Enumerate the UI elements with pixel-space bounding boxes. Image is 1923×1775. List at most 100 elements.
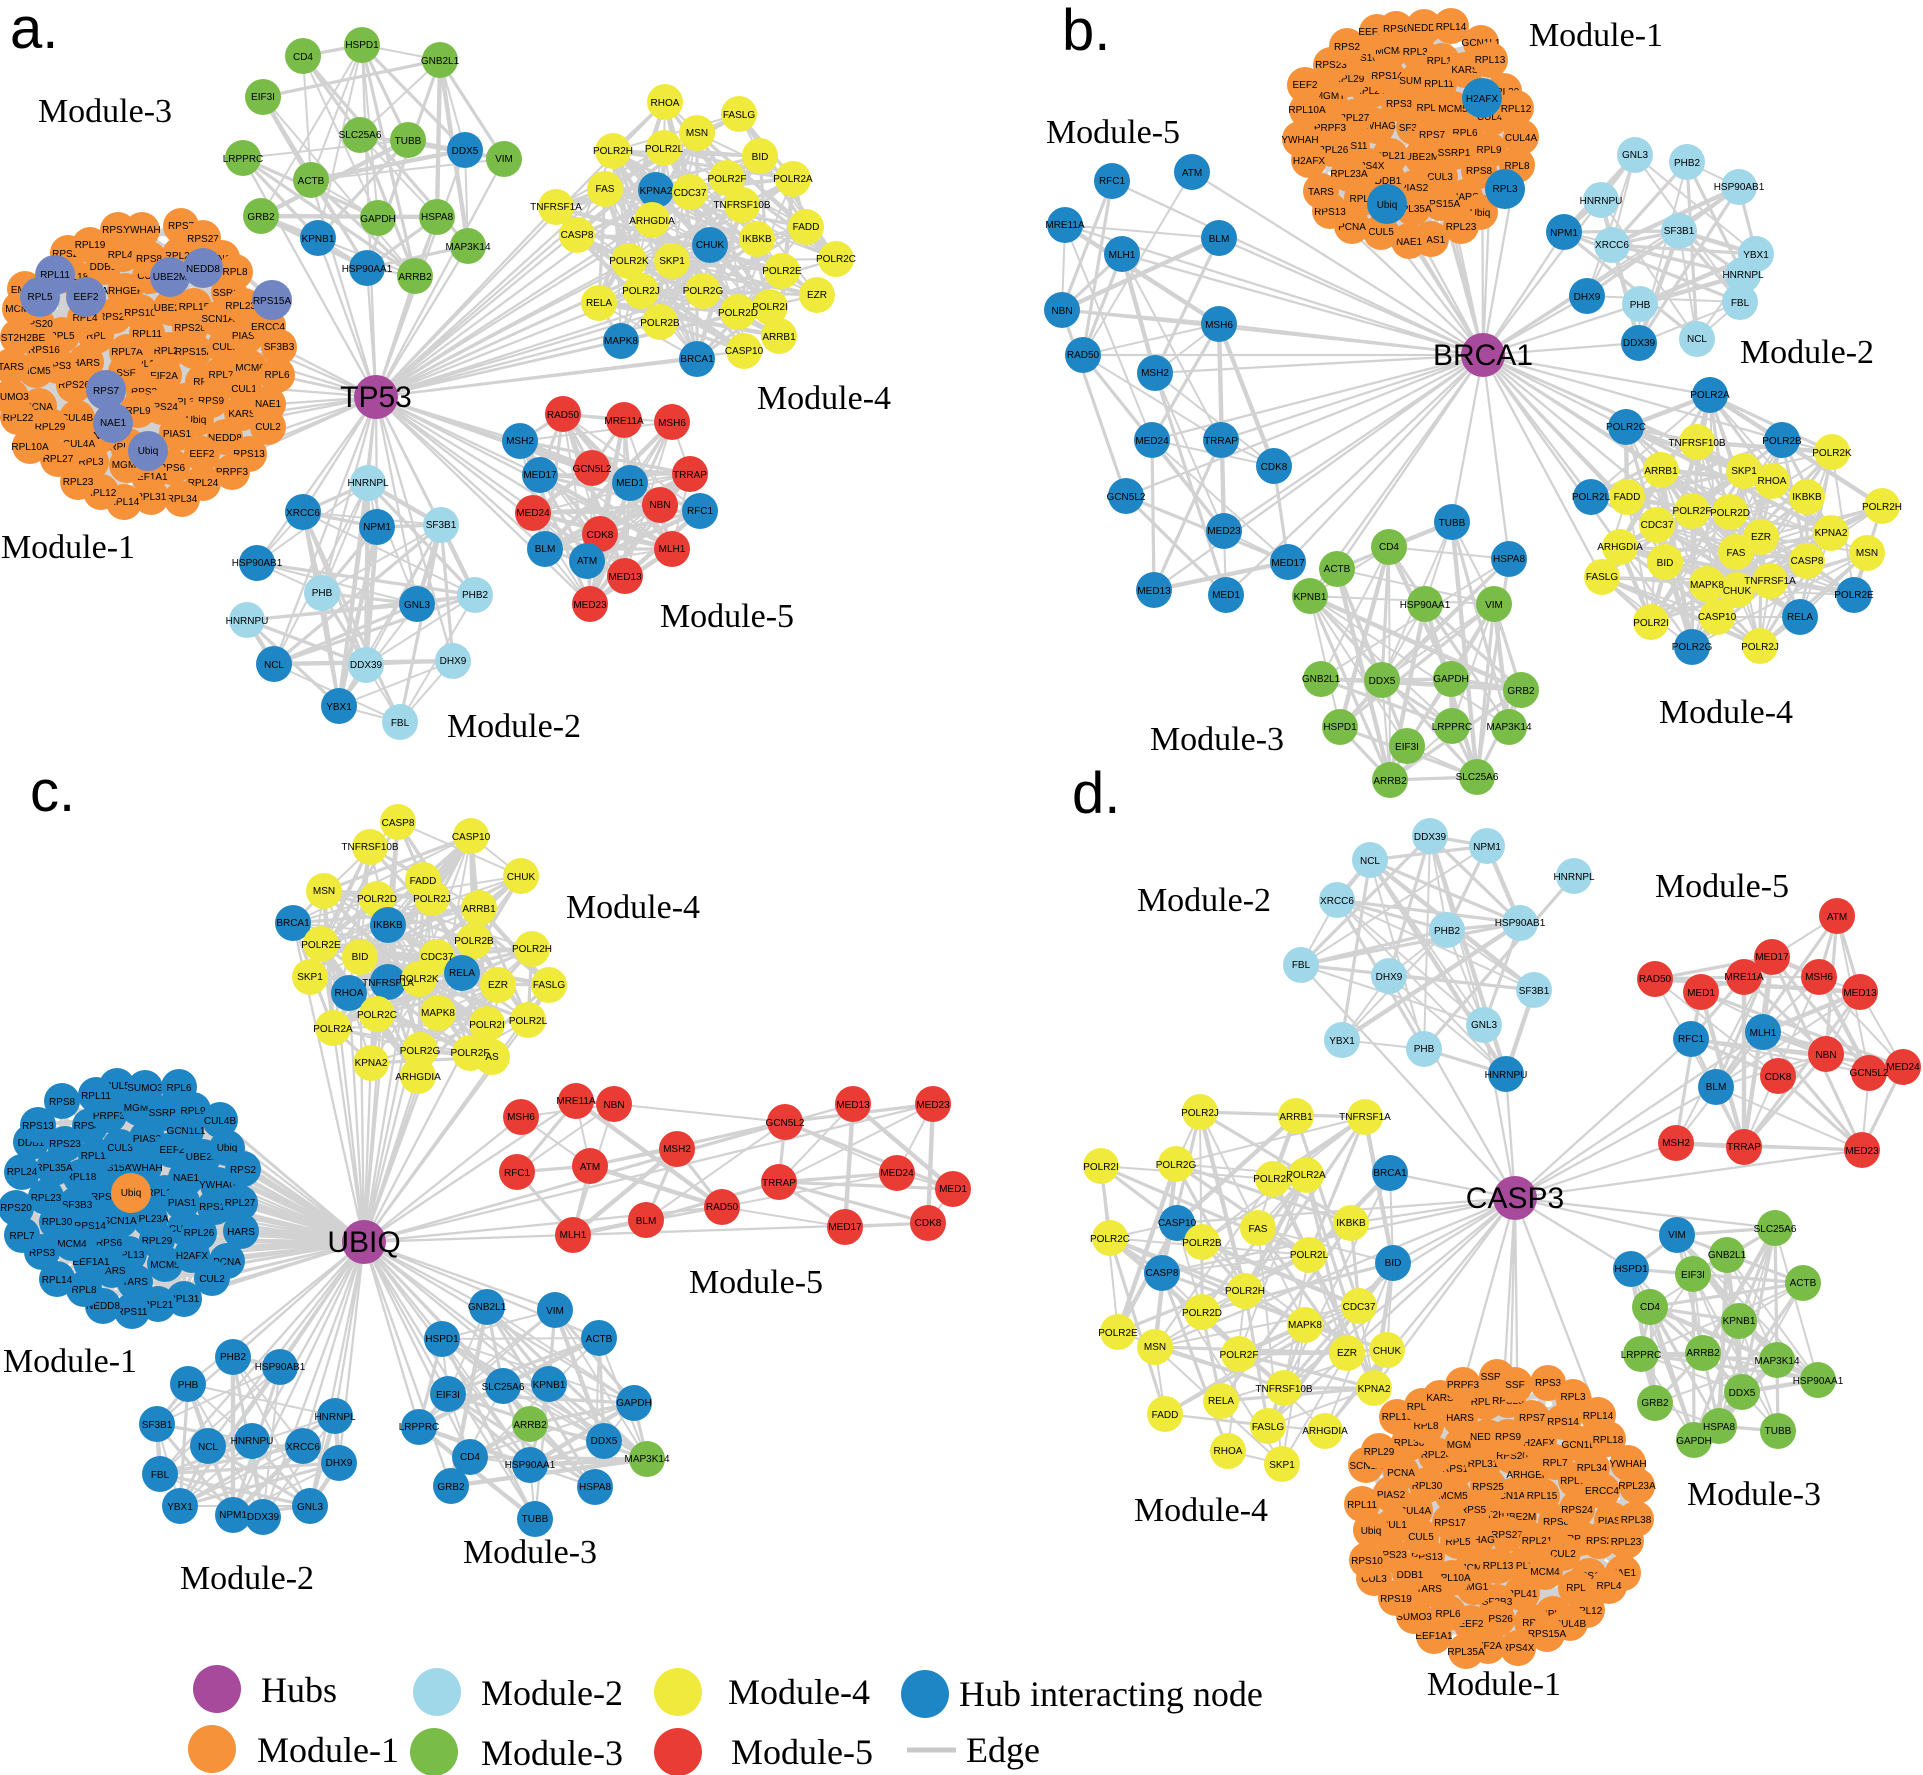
svg-text:DDX5: DDX5: [591, 1436, 618, 1447]
svg-text:KPNB1: KPNB1: [302, 234, 335, 245]
svg-text:SF3B1: SF3B1: [142, 1420, 173, 1431]
svg-text:KPNB1: KPNB1: [1723, 1316, 1756, 1327]
svg-text:RPL11: RPL11: [40, 270, 70, 281]
svg-text:SSF: SSF: [1505, 1380, 1524, 1391]
svg-text:HSP90AA1: HSP90AA1: [1793, 1376, 1844, 1387]
svg-text:MAP3K14: MAP3K14: [624, 1454, 669, 1465]
svg-text:MSH2: MSH2: [1662, 1138, 1690, 1149]
svg-text:IKBKB: IKBKB: [373, 920, 403, 931]
svg-text:MSN: MSN: [313, 886, 335, 897]
svg-text:NEDD8: NEDD8: [1407, 23, 1441, 34]
svg-text:SKP1: SKP1: [297, 972, 323, 983]
svg-text:KPNB1: KPNB1: [533, 1380, 566, 1391]
svg-text:SUMO3: SUMO3: [0, 392, 29, 403]
svg-text:PIAS1: PIAS1: [168, 1198, 197, 1209]
svg-text:MRE11A: MRE11A: [1724, 972, 1764, 983]
svg-text:BLM: BLM: [1706, 1082, 1727, 1093]
svg-text:FBL: FBL: [151, 1470, 170, 1481]
svg-text:Module-1: Module-1: [1529, 17, 1663, 54]
svg-text:RPS7: RPS7: [91, 1192, 118, 1203]
svg-text:MCM6: MCM6: [235, 363, 265, 374]
svg-text:YBX1: YBX1: [1743, 250, 1769, 261]
svg-text:RPS20: RPS20: [0, 1203, 32, 1214]
svg-text:POLR2A: POLR2A: [773, 174, 813, 185]
svg-text:SF3B1: SF3B1: [1519, 986, 1550, 997]
svg-text:BID: BID: [1385, 1258, 1402, 1269]
svg-text:HIST2H2BE: HIST2H2BE: [0, 333, 46, 344]
svg-text:RHOA: RHOA: [1758, 476, 1787, 487]
svg-text:RPL35A: RPL35A: [35, 1163, 73, 1174]
svg-text:Module-2: Module-2: [447, 708, 581, 745]
svg-text:RAD50: RAD50: [1067, 350, 1100, 361]
svg-text:POLR2B: POLR2B: [640, 318, 680, 329]
svg-text:Module-2: Module-2: [1740, 334, 1874, 371]
svg-text:DHX9: DHX9: [1376, 972, 1403, 983]
svg-text:RPL23A: RPL23A: [1330, 169, 1368, 180]
svg-text:RPS3: RPS3: [29, 1248, 56, 1259]
svg-text:RPS15A: RPS15A: [175, 347, 214, 358]
svg-text:RPL6: RPL6: [264, 370, 289, 381]
svg-text:RPL27: RPL27: [225, 1198, 256, 1209]
svg-text:YWHAH: YWHAH: [1609, 1459, 1646, 1470]
svg-text:MGMT: MGMT: [112, 460, 143, 471]
svg-text:ARHGEF4: ARHGEF4: [101, 286, 149, 297]
svg-text:RPL10A: RPL10A: [11, 442, 49, 453]
svg-text:RPL5: RPL5: [27, 292, 52, 303]
svg-text:RPL22: RPL22: [3, 413, 34, 424]
svg-text:RPL23: RPL23: [63, 477, 94, 488]
svg-text:IKBKB: IKBKB: [1792, 492, 1822, 503]
svg-text:RPS15A: RPS15A: [1528, 1629, 1567, 1640]
svg-text:RPS3: RPS3: [45, 361, 72, 372]
svg-text:Module-5: Module-5: [1046, 114, 1180, 151]
svg-text:MRE11A: MRE11A: [604, 416, 644, 427]
svg-text:POLR2K: POLR2K: [1253, 1174, 1293, 1185]
svg-text:GNL3: GNL3: [404, 600, 431, 611]
svg-text:DDB1: DDB1: [1375, 176, 1402, 187]
svg-text:PCNA: PCNA: [1387, 1468, 1415, 1479]
svg-text:TNFRSF10B: TNFRSF10B: [1255, 1384, 1313, 1395]
svg-text:HARS: HARS: [227, 1227, 255, 1238]
svg-text:ARHGEF4: ARHGEF4: [1506, 1470, 1554, 1481]
svg-text:PRPF3: PRPF3: [216, 467, 249, 478]
svg-text:LRPPRC: LRPPRC: [223, 154, 264, 165]
svg-text:POLR2D: POLR2D: [1710, 508, 1750, 519]
svg-text:HSP90AB1: HSP90AB1: [1714, 182, 1765, 193]
svg-text:MSH2: MSH2: [506, 436, 534, 447]
svg-text:GCN5L2: GCN5L2: [1107, 492, 1146, 503]
svg-text:RPL35A: RPL35A: [1394, 204, 1432, 215]
svg-text:POLR2L: POLR2L: [645, 144, 684, 155]
svg-text:GNB2L1: GNB2L1: [1302, 674, 1341, 685]
svg-text:HNRNPL: HNRNPL: [314, 1412, 356, 1423]
svg-text:H2AFX: H2AFX: [1293, 156, 1326, 167]
svg-text:MLH1: MLH1: [659, 544, 686, 555]
svg-text:RPL10A: RPL10A: [146, 1188, 184, 1199]
svg-text:PHB2: PHB2: [220, 1352, 247, 1363]
svg-text:FADD: FADD: [793, 222, 820, 233]
svg-text:CASP8: CASP8: [561, 230, 594, 241]
svg-text:RPS4X: RPS4X: [74, 1121, 107, 1132]
svg-text:YWHAH: YWHAH: [125, 1163, 162, 1174]
svg-text:DDB1: DDB1: [1397, 1570, 1424, 1581]
svg-text:TRRAP: TRRAP: [1727, 1142, 1761, 1153]
svg-text:KARS: KARS: [98, 1266, 126, 1277]
svg-text:RPL21: RPL21: [1375, 151, 1406, 162]
svg-text:EEF1A1: EEF1A1: [1415, 1631, 1453, 1642]
svg-text:CDC37: CDC37: [674, 188, 707, 199]
svg-text:RPS13: RPS13: [233, 449, 265, 460]
svg-text:RPS23: RPS23: [49, 1139, 81, 1150]
svg-text:TNFRSF10B: TNFRSF10B: [713, 200, 771, 211]
svg-text:POLR2G: POLR2G: [400, 1046, 441, 1057]
svg-text:SF3B3: SF3B3: [62, 1200, 93, 1211]
svg-text:RHOA: RHOA: [335, 988, 364, 999]
svg-text:MSN: MSN: [1144, 1342, 1166, 1353]
svg-text:YWHAG: YWHAG: [1457, 1535, 1495, 1546]
svg-text:RPL23A: RPL23A: [225, 301, 263, 312]
svg-text:CASP10: CASP10: [1158, 1218, 1197, 1229]
svg-text:MRE11A: MRE11A: [1045, 220, 1085, 231]
svg-text:EEF2: EEF2: [1292, 80, 1317, 91]
svg-text:MED23: MED23: [1845, 1146, 1879, 1157]
svg-text:SUMO3: SUMO3: [1399, 76, 1435, 87]
svg-text:RAD50: RAD50: [547, 410, 580, 421]
svg-text:NCL: NCL: [264, 660, 284, 671]
svg-text:RPL15: RPL15: [1527, 1491, 1558, 1502]
